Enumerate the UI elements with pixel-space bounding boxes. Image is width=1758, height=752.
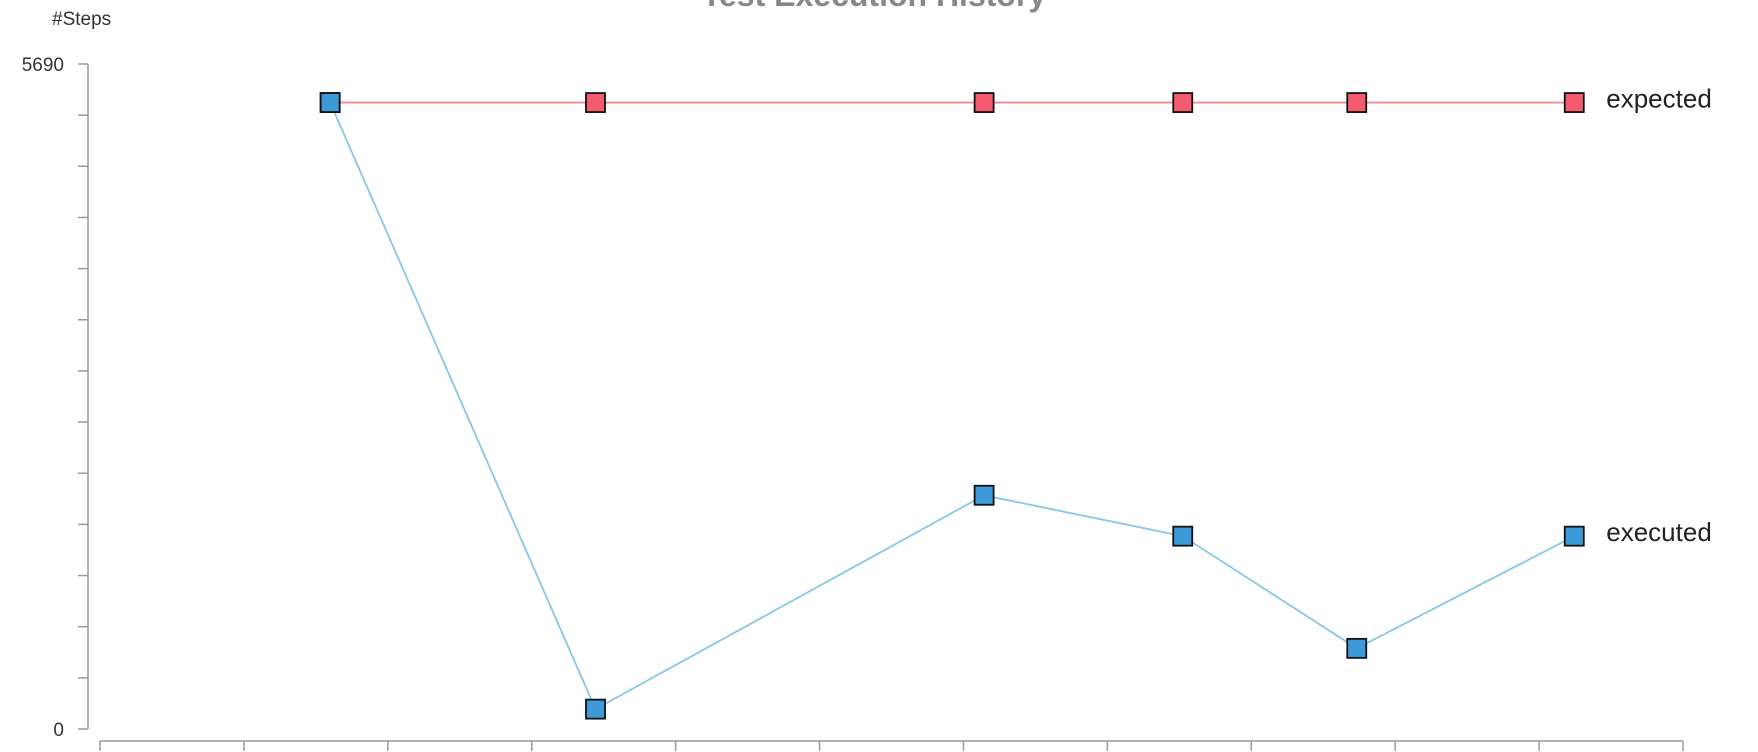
data-point-expected[interactable] [1563,92,1585,113]
series-lines [329,101,1575,711]
series-label-executed: executed [1606,517,1712,547]
data-point-executed[interactable] [973,484,995,506]
data-point-expected[interactable] [1172,92,1194,113]
series-line-executed [329,102,1575,711]
data-point-executed[interactable] [1346,637,1368,659]
data-point-expected[interactable] [973,92,995,113]
y-axis-label: #Steps [52,9,111,30]
series-labels: expected executed [1606,84,1712,548]
data-point-expected[interactable] [1346,92,1368,113]
y-tick-label: 5690 [22,55,64,76]
axes: 0 5690 [22,55,1684,751]
chart-title: Test Execution History [702,0,1047,13]
y-tick-label: 0 [53,720,64,741]
data-point-executed[interactable] [1172,525,1194,547]
data-point-executed[interactable] [1563,525,1585,547]
data-point-executed[interactable] [319,92,341,113]
series-markers [319,92,1585,720]
series-label-expected: expected [1606,84,1712,114]
data-point-executed[interactable] [585,698,606,720]
data-point-expected[interactable] [585,92,606,113]
